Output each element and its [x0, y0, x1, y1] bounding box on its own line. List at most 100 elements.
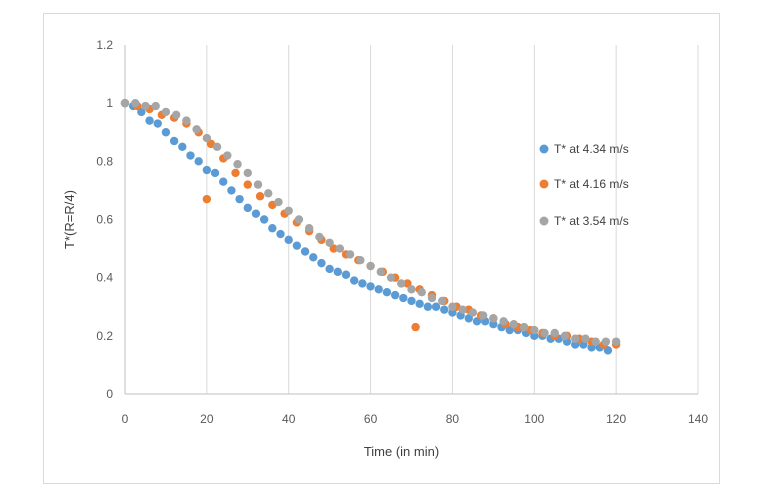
data-point — [325, 264, 334, 274]
data-point — [161, 107, 171, 117]
data-point — [292, 241, 302, 250]
data-point — [489, 314, 498, 323]
data-point — [356, 256, 365, 265]
data-point — [458, 305, 467, 314]
data-point — [448, 308, 457, 317]
grid-lines — [206, 45, 699, 394]
chart-frame: 0 0.2 0.4 0.6 0.8 1 1.2 0 20 40 60 80 100 120 140 T* a… — [43, 13, 720, 484]
tick-labels: 0 0.2 0.4 0.6 0.8 1 1.2 0 20 40 60 80 100 120 140 — [96, 38, 708, 426]
x-tick-label: 60 — [364, 412, 378, 426]
y-tick-label: 1 — [106, 96, 113, 110]
data-point — [268, 224, 277, 233]
data-point — [169, 136, 179, 146]
data-point — [264, 189, 273, 198]
data-point — [437, 296, 447, 306]
data-point — [350, 276, 359, 285]
data-point — [530, 325, 539, 335]
data-point — [540, 328, 549, 338]
data-point — [233, 160, 242, 169]
data-point — [499, 317, 508, 326]
legend-label-3: T* at 3.54 m/s — [554, 214, 629, 228]
y-tick-label: 0.8 — [96, 154, 113, 168]
data-point — [329, 244, 338, 253]
data-point — [309, 253, 318, 262]
data-point — [505, 325, 514, 335]
data-point — [519, 322, 529, 332]
data-point — [284, 206, 293, 215]
data-point — [315, 232, 324, 242]
data-point — [431, 302, 441, 311]
data-point — [530, 331, 539, 341]
data-point — [415, 299, 424, 309]
data-point — [417, 288, 426, 297]
x-tick-label: 40 — [282, 412, 296, 426]
data-point — [423, 302, 433, 311]
y-tick-label: 0.6 — [96, 213, 113, 227]
data-point — [141, 101, 150, 111]
data-point — [366, 282, 375, 291]
data-point — [171, 110, 181, 120]
legend-marker-1 — [539, 144, 549, 154]
data-point — [120, 98, 130, 108]
data-point — [382, 288, 392, 297]
data-point — [304, 224, 314, 233]
data-point — [235, 194, 244, 204]
data-point — [440, 305, 449, 314]
data-point — [243, 203, 252, 213]
data-point — [571, 334, 580, 343]
legend-marker-3 — [539, 216, 549, 226]
y-tick-label: 1.2 — [96, 38, 113, 52]
x-axis-title: Time (in min) — [364, 444, 439, 459]
data-point — [407, 296, 416, 306]
data-point — [345, 250, 355, 259]
data-point — [335, 244, 345, 253]
data-point — [468, 308, 478, 317]
x-tick-label: 140 — [688, 412, 708, 426]
data-point — [411, 322, 420, 332]
data-point — [259, 215, 269, 224]
legend-marker-2 — [539, 179, 549, 189]
scatter-chart: 0 0.2 0.4 0.6 0.8 1 1.2 0 20 40 60 80 100 120 140 T* a… — [62, 38, 708, 459]
x-tick-label: 120 — [606, 412, 626, 426]
data-point — [472, 317, 482, 326]
data-point — [161, 128, 171, 137]
data-point — [601, 337, 611, 346]
data-point — [243, 168, 252, 178]
data-point — [255, 192, 265, 201]
data-point — [603, 346, 613, 355]
data-point — [253, 180, 263, 189]
data-point — [587, 343, 596, 352]
data-point — [341, 270, 351, 279]
data-point — [137, 107, 146, 117]
data-point — [202, 133, 212, 143]
y-tick-label: 0.4 — [96, 271, 113, 285]
data-point — [186, 151, 195, 160]
series-3 — [120, 98, 621, 346]
data-point — [358, 279, 367, 288]
data-point — [403, 279, 412, 288]
data-point — [219, 177, 228, 186]
data-point — [227, 186, 236, 195]
data-point — [145, 116, 154, 125]
data-point — [251, 209, 261, 218]
data-point — [478, 311, 488, 320]
data-points — [120, 98, 621, 355]
data-point — [276, 229, 285, 239]
y-tick-label: 0.2 — [96, 329, 113, 343]
x-tick-label: 0 — [122, 412, 129, 426]
legend: T* at 4.34 m/s T* at 4.16 m/s T* at 3.54 m… — [539, 142, 629, 228]
data-point — [448, 302, 457, 311]
y-tick-label: 0 — [106, 387, 113, 401]
series-1 — [120, 98, 613, 355]
data-point — [284, 235, 293, 245]
data-point — [366, 261, 375, 271]
y-axis-title: T*(R=R/4) — [62, 190, 77, 249]
data-point — [611, 337, 621, 346]
data-point — [243, 180, 252, 189]
data-point — [376, 267, 386, 277]
data-point — [591, 337, 600, 346]
data-point — [131, 98, 140, 108]
data-point — [397, 279, 406, 288]
data-point — [192, 125, 201, 134]
data-point — [153, 119, 162, 128]
